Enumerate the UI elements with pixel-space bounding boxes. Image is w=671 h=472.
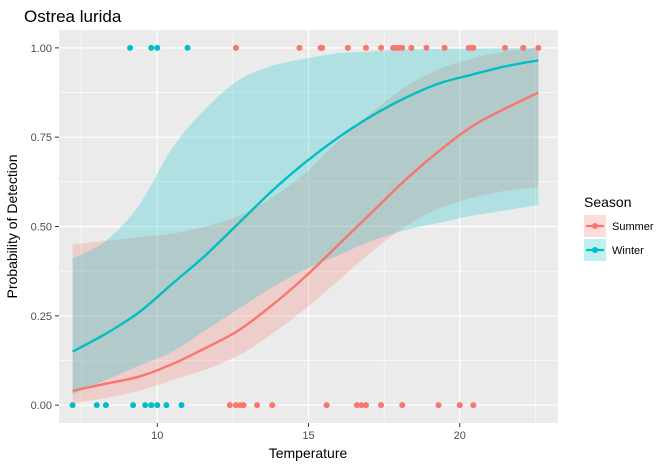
point-summer — [344, 44, 351, 51]
chart-title: Ostrea lurida — [24, 7, 122, 26]
point-summer — [535, 44, 542, 51]
point-summer — [378, 44, 385, 51]
point-summer — [226, 402, 233, 409]
y-axis-label: Probability of Detection — [4, 155, 20, 299]
observed-points — [69, 44, 542, 409]
x-tick-label: 15 — [302, 430, 314, 442]
point-summer — [502, 44, 509, 51]
point-summer — [423, 44, 430, 51]
point-summer — [232, 402, 239, 409]
point-summer — [296, 44, 303, 51]
point-summer — [269, 402, 276, 409]
point-winter — [127, 44, 134, 51]
point-summer — [456, 402, 463, 409]
point-summer — [399, 402, 406, 409]
point-summer — [353, 402, 360, 409]
point-winter — [69, 402, 76, 409]
x-axis-label: Temperature — [269, 445, 348, 461]
ribbon-winter — [72, 47, 539, 395]
confidence-ribbons — [72, 47, 539, 404]
point-winter — [130, 402, 137, 409]
legend-item-summer: Summer — [584, 215, 654, 237]
point-summer — [470, 402, 477, 409]
y-tick-label: 1.00 — [31, 43, 52, 55]
axes: 10 15 20 0.00 0.25 0.50 0.75 1.00 — [31, 43, 466, 442]
point-winter — [154, 402, 161, 409]
point-summer — [399, 44, 406, 51]
legend: Season Summer Winter — [584, 194, 654, 261]
x-tick-label: 20 — [454, 430, 466, 442]
ribbon-summer — [72, 47, 539, 404]
point-summer — [232, 44, 239, 51]
point-summer — [358, 402, 365, 409]
point-summer — [408, 44, 415, 51]
point-summer — [470, 44, 477, 51]
legend-label-summer: Summer — [612, 221, 654, 233]
point-winter — [93, 402, 100, 409]
point-winter — [102, 402, 109, 409]
point-winter — [148, 402, 155, 409]
x-tick-label: 10 — [151, 430, 163, 442]
point-summer — [435, 402, 442, 409]
point-summer — [240, 402, 247, 409]
point-summer — [319, 44, 326, 51]
y-tick-label: 0.00 — [31, 400, 52, 412]
fitted-curves — [72, 59, 539, 393]
point-summer — [254, 402, 261, 409]
grid-lines — [59, 30, 558, 423]
point-winter — [142, 402, 149, 409]
point-summer — [441, 44, 448, 51]
point-summer — [520, 44, 527, 51]
y-tick-label: 0.50 — [31, 222, 52, 234]
legend-key-point-winter — [592, 247, 598, 253]
point-winter — [184, 44, 191, 51]
legend-label-winter: Winter — [612, 245, 644, 257]
point-winter — [154, 44, 161, 51]
curve-winter — [72, 59, 539, 353]
y-tick-label: 0.25 — [31, 311, 52, 323]
point-winter — [178, 402, 185, 409]
point-winter — [148, 44, 155, 51]
point-winter — [163, 402, 170, 409]
point-summer — [378, 402, 385, 409]
curve-summer — [72, 91, 539, 393]
point-summer — [362, 44, 369, 51]
legend-title: Season — [584, 194, 631, 210]
point-summer — [362, 402, 369, 409]
legend-item-winter: Winter — [584, 239, 644, 261]
y-tick-label: 0.75 — [31, 132, 52, 144]
legend-key-point-summer — [592, 223, 598, 229]
point-summer — [323, 402, 330, 409]
